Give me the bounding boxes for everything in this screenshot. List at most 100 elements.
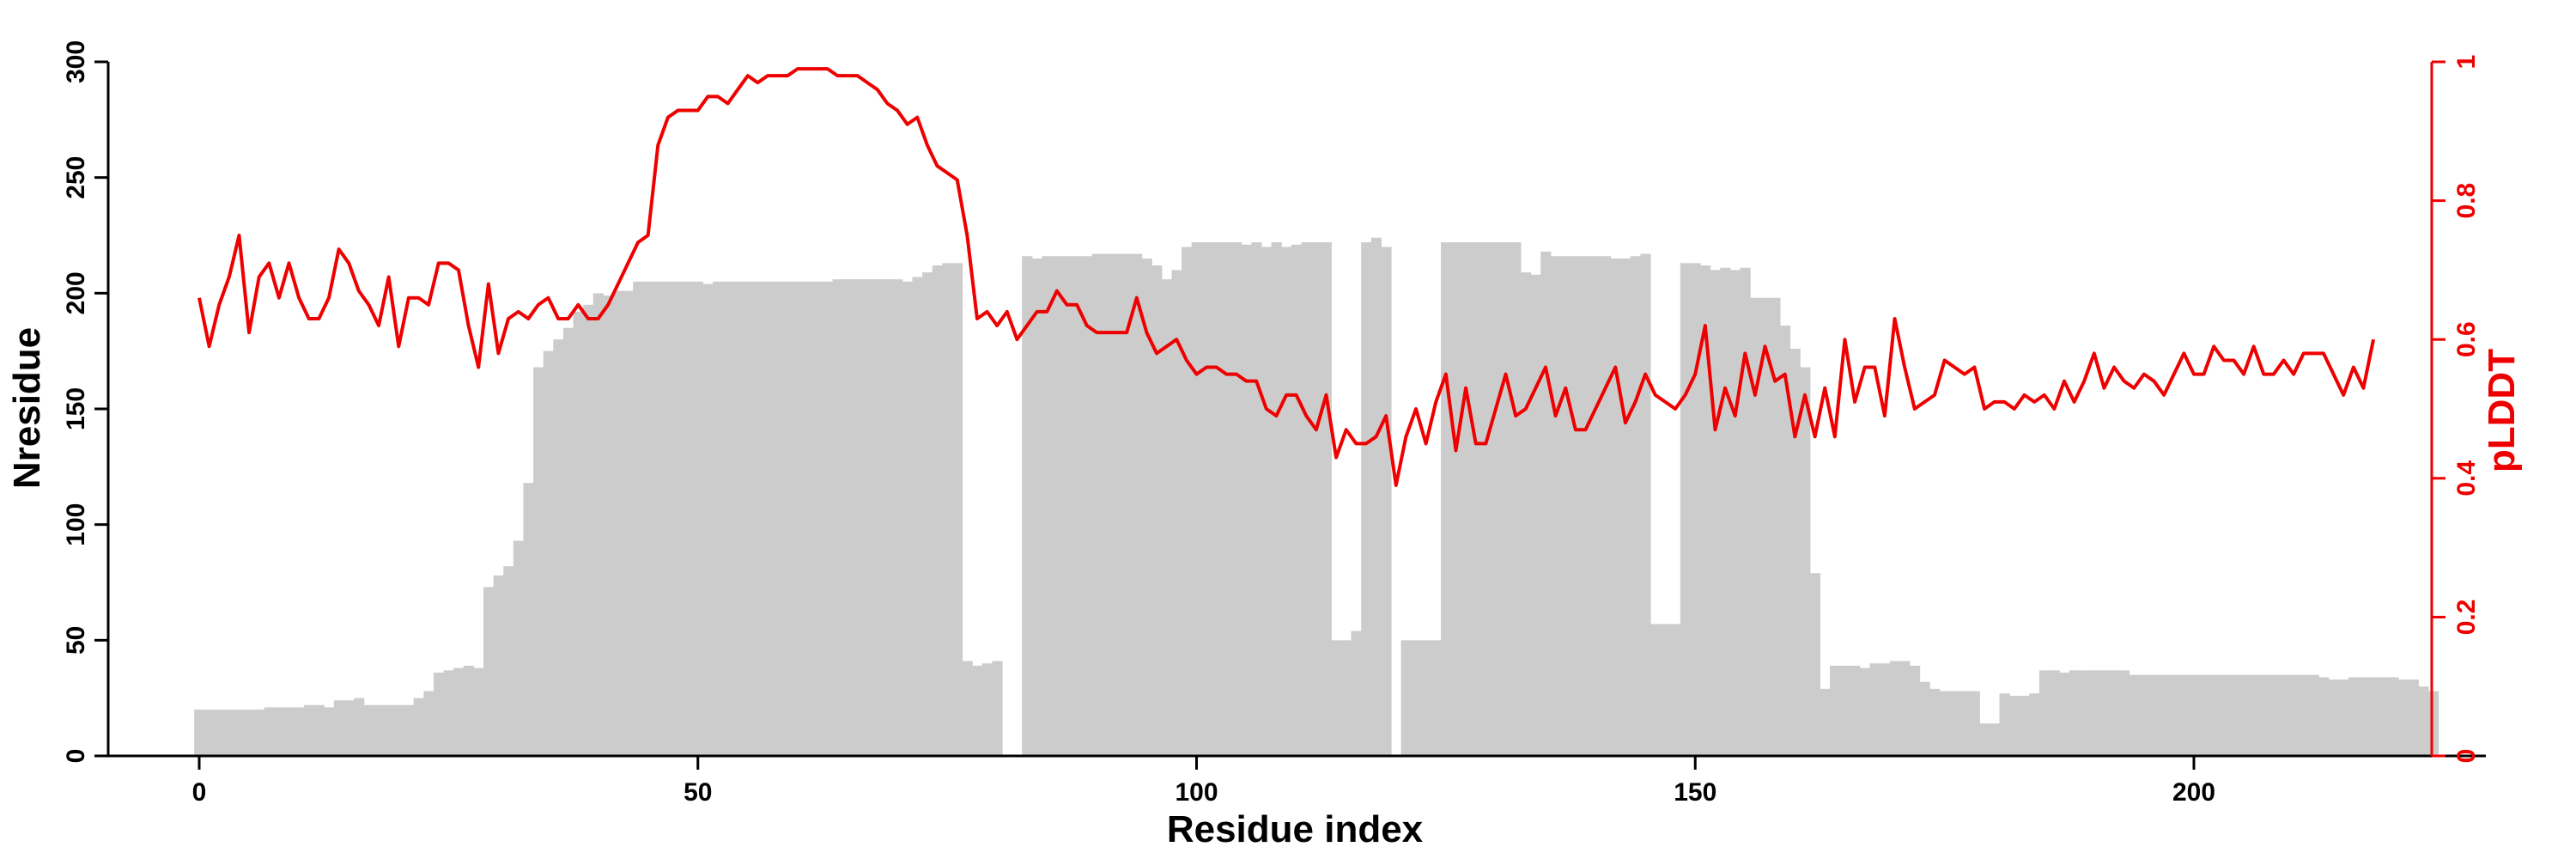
bar [1191,242,1202,757]
bar [592,293,604,757]
bar [1461,242,1472,757]
bar [1132,253,1143,756]
bar [1919,681,1930,756]
bar [2427,691,2439,756]
right-y-tick-label: 0.6 [2452,321,2481,357]
bar [274,707,285,756]
bar [702,283,714,756]
left-y-tick-label: 300 [62,40,90,83]
bar [1909,665,1921,756]
bar [244,710,255,756]
bar [303,704,315,756]
bar [433,673,445,756]
bar [1710,270,1721,756]
bar [234,710,245,756]
bar [2019,695,2030,756]
bar [1560,256,1571,756]
bar [2288,674,2300,756]
right-y-tick-label: 0.2 [2452,600,2481,636]
bar [1241,244,1252,756]
bar [1321,242,1332,757]
left-y-tick-label: 150 [62,387,90,430]
bar [204,710,216,756]
right-y-tick-label: 0 [2452,749,2481,764]
x-tick-label: 0 [192,778,207,807]
bar [1151,265,1163,756]
bar [1779,326,1791,756]
bar [343,700,355,756]
bar [743,281,754,756]
bar [1500,242,1511,757]
bar [1420,640,1432,756]
bar [732,281,744,756]
right-y-axis-title: pLDDT [2481,349,2523,472]
bar [692,281,704,756]
bar [2228,674,2239,756]
bar [852,279,863,756]
bar [882,279,893,756]
left-y-tick-label: 200 [62,271,90,314]
bar [1590,256,1601,756]
bar [872,279,884,756]
bar [2388,677,2399,756]
left-y-axis-title: Nresidue [6,327,48,489]
x-tick-label: 150 [1674,778,1716,807]
bar [1850,665,1861,756]
bar [1600,256,1612,756]
bar [1700,265,1711,756]
bar [333,700,345,756]
bar [1331,640,1342,756]
bar [354,698,365,756]
x-tick-label: 100 [1175,778,1218,807]
bar [842,279,854,756]
bar [573,311,584,756]
bar [2099,670,2110,756]
bar [2029,693,2040,756]
bar [2139,674,2150,756]
right-y-tick-label: 1 [2452,55,2481,70]
bar [1959,691,1971,756]
bar [443,670,454,756]
bar [1311,242,1322,757]
bar [1221,242,1232,757]
bar [912,277,923,757]
bar [772,281,784,756]
bar [1520,272,1532,757]
bar [603,295,614,756]
bar [1211,242,1223,757]
bar [1470,242,1482,757]
left-y-tick-label: 0 [62,749,90,764]
bar [1450,242,1461,757]
bar [2198,674,2210,756]
bar [2418,686,2429,756]
bar [1301,242,1312,757]
bar [2059,673,2070,756]
bar [493,575,504,756]
bar [2358,677,2369,756]
bar [1620,258,1631,756]
bar [543,350,554,756]
bar [762,281,774,756]
bar [453,667,465,756]
bar [782,281,793,756]
bar [2069,670,2081,756]
bar [224,710,235,756]
bar [1680,263,1692,756]
bar [1610,258,1621,756]
bar [1052,256,1063,756]
bar [1949,691,1960,756]
bar [1031,258,1043,756]
bar [981,663,993,756]
bar [562,327,574,756]
bar [2089,670,2100,756]
bar [613,290,624,756]
bar [2269,674,2280,756]
bar [2278,674,2289,756]
bar [1660,624,1671,756]
bar [951,263,963,756]
bar [722,281,733,756]
bar [1351,631,1362,756]
bar [2239,674,2250,756]
bar [404,704,415,756]
